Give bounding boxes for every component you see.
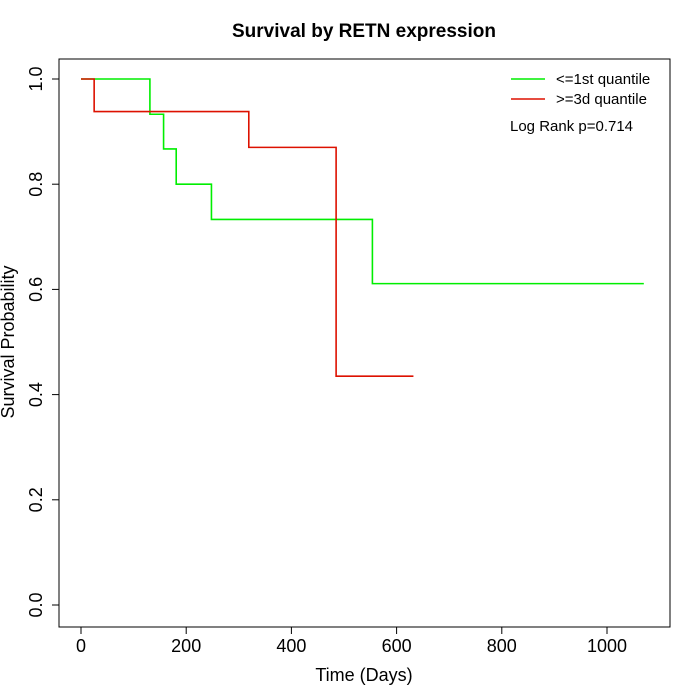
y-tick-label: 0.2: [26, 487, 46, 512]
legend-label-1: <=1st quantile: [556, 71, 650, 88]
plot-frame: [58, 58, 671, 628]
y-axis: 0.0 0.2 0.4 0.6 0.8 1.0: [26, 66, 60, 618]
y-axis-label: Survival Probability: [0, 265, 18, 418]
y-tick-label: 0.6: [26, 277, 46, 302]
x-axis: 0 200 400 600 800 1000: [76, 626, 627, 656]
y-tick-label: 0.0: [26, 592, 46, 617]
chart-title: Survival by RETN expression: [232, 21, 496, 42]
x-tick-label: 400: [276, 636, 306, 656]
series-line-2: [81, 78, 414, 377]
x-tick-label: 800: [487, 636, 517, 656]
x-tick-label: 0: [76, 636, 86, 656]
series-line-1: [81, 78, 644, 285]
legend: <=1st quantile >=3d quantile: [511, 71, 650, 108]
y-tick-label: 0.8: [26, 172, 46, 197]
series-layer: [81, 78, 644, 377]
legend-label-2: >=3d quantile: [556, 91, 647, 108]
x-axis-label: Time (Days): [315, 665, 412, 685]
x-tick-label: 1000: [587, 636, 627, 656]
x-tick-label: 600: [382, 636, 412, 656]
y-tick-label: 0.4: [26, 382, 46, 407]
log-rank-annotation: Log Rank p=0.714: [510, 118, 633, 135]
y-tick-label: 1.0: [26, 66, 46, 91]
x-tick-label: 200: [171, 636, 201, 656]
